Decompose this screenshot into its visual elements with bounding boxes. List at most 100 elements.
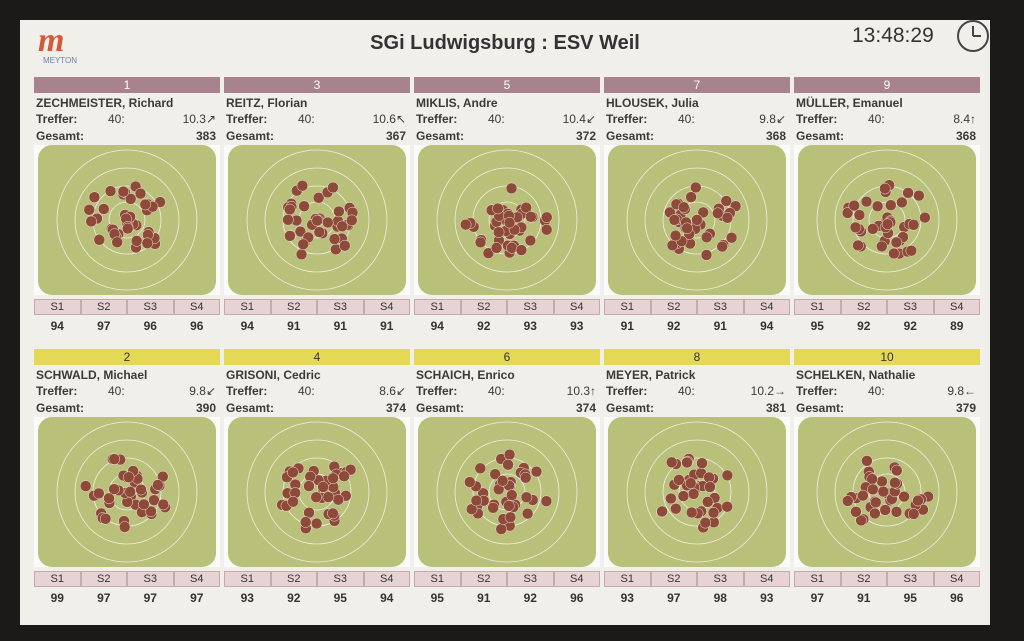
series-scores: 94 91 91 91 xyxy=(224,319,410,333)
series-tab-s1[interactable]: S1 xyxy=(794,571,841,587)
series-scores: 99 97 97 97 xyxy=(34,591,220,605)
series-score: 93 xyxy=(570,319,584,333)
series-tab-s3[interactable]: S3 xyxy=(507,299,554,315)
series-tab-s4[interactable]: S4 xyxy=(173,571,220,587)
series-tab-s2[interactable]: S2 xyxy=(460,299,507,315)
shot-mark xyxy=(118,521,131,533)
series-tab-s3[interactable]: S3 xyxy=(317,571,364,587)
last-shot: 10.6↖ xyxy=(373,112,406,126)
series-tab-s4[interactable]: S4 xyxy=(363,299,410,315)
series-tab-s2[interactable]: S2 xyxy=(840,299,887,315)
series-tab-s4[interactable]: S4 xyxy=(173,299,220,315)
series-tab-s4[interactable]: S4 xyxy=(743,571,790,587)
hits-row: Treffer: 40: 9.8↙ xyxy=(604,110,790,127)
series-tab-s3[interactable]: S3 xyxy=(507,571,554,587)
shot-mark xyxy=(492,226,505,238)
series-tab-s3[interactable]: S3 xyxy=(317,299,364,315)
series-tab-s2[interactable]: S2 xyxy=(840,571,887,587)
shot-mark xyxy=(907,219,920,231)
series-tab-s4[interactable]: S4 xyxy=(553,571,600,587)
target-svg xyxy=(798,417,976,567)
last-shot: 8.6↙ xyxy=(379,384,406,398)
hits-label: Treffer: xyxy=(796,112,838,126)
series-tab-s2[interactable]: S2 xyxy=(650,571,697,587)
shot-mark xyxy=(690,181,702,194)
series-tab-s3[interactable]: S3 xyxy=(887,571,934,587)
shooter-card[interactable]: 8 MEYER, Patrick Treffer: 40: 10.2→ Gesamt: 38… xyxy=(604,349,790,613)
series-tab-s3[interactable]: S3 xyxy=(697,571,744,587)
shooter-grid: 1 ZECHMEISTER, Richard Treffer: 40: 10.3↗ Ges… xyxy=(34,77,980,619)
shot-mark xyxy=(124,486,136,498)
last-shot: 10.3↑ xyxy=(567,384,596,398)
series-score: 91 xyxy=(477,591,491,605)
lane-number: 8 xyxy=(604,349,790,365)
series-tab-s2[interactable]: S2 xyxy=(270,571,317,587)
hits-count: 40: xyxy=(868,112,885,126)
target-ring xyxy=(662,457,732,527)
series-tab-s1[interactable]: S1 xyxy=(34,299,81,315)
series-tab-s3[interactable]: S3 xyxy=(127,299,174,315)
series-tab-s1[interactable]: S1 xyxy=(34,571,81,587)
series-tab-s4[interactable]: S4 xyxy=(553,299,600,315)
series-tab-s4[interactable]: S4 xyxy=(933,299,980,315)
shot-mark xyxy=(861,455,873,467)
shot-mark xyxy=(681,456,693,469)
shooter-card[interactable]: 9 MÜLLER, Emanuel Treffer: 40: 8.4↑ Gesamt: 36… xyxy=(794,77,980,341)
shooter-card[interactable]: 7 HLOUSEK, Julia Treffer: 40: 9.8↙ Gesamt: 368… xyxy=(604,77,790,341)
series-tab-s1[interactable]: S1 xyxy=(604,571,651,587)
shot-mark xyxy=(665,456,678,469)
hits-count: 40: xyxy=(678,384,695,398)
series-tab-s1[interactable]: S1 xyxy=(604,299,651,315)
series-score: 98 xyxy=(713,591,727,605)
shot-mark xyxy=(907,508,920,520)
shooter-name: MÜLLER, Emanuel xyxy=(796,96,903,110)
series-score: 94 xyxy=(430,319,444,333)
shot-mark xyxy=(852,239,864,252)
hits-label: Treffer: xyxy=(36,384,78,398)
target-ring xyxy=(264,439,370,545)
shot-mark xyxy=(134,187,147,200)
shot-mark xyxy=(296,179,309,192)
target-view xyxy=(34,417,220,567)
series-score: 94 xyxy=(380,591,394,605)
series-tab-s2[interactable]: S2 xyxy=(80,571,127,587)
series-score: 92 xyxy=(477,319,491,333)
series-tab-s1[interactable]: S1 xyxy=(224,571,271,587)
direction-arrow-icon: ↖ xyxy=(395,112,406,126)
series-tab-s2[interactable]: S2 xyxy=(80,299,127,315)
shooter-card[interactable]: 5 MIKLIS, Andre Treffer: 40: 10.4↙ Gesamt: 372… xyxy=(414,77,600,341)
shooter-card[interactable]: 10 SCHELKEN, Nathalie Treffer: 40: 9.8← Gesam… xyxy=(794,349,980,613)
shot-mark xyxy=(678,201,690,214)
series-tab-s4[interactable]: S4 xyxy=(933,571,980,587)
shot-mark xyxy=(879,182,891,195)
shot-mark xyxy=(489,468,501,480)
target-view xyxy=(34,145,220,295)
series-tab-s3[interactable]: S3 xyxy=(887,299,934,315)
shot-mark xyxy=(703,471,715,484)
series-score: 99 xyxy=(50,591,64,605)
shot-mark xyxy=(332,493,345,506)
series-tab-s1[interactable]: S1 xyxy=(414,299,461,315)
shot-mark xyxy=(520,491,533,504)
hits-row: Treffer: 40: 10.3↗ xyxy=(34,110,220,127)
series-tab-s4[interactable]: S4 xyxy=(743,299,790,315)
shooter-card[interactable]: 2 SCHWALD, Michael Treffer: 40: 9.8↙ Gesamt: 3… xyxy=(34,349,220,613)
series-tab-s1[interactable]: S1 xyxy=(224,299,271,315)
series-tab-s1[interactable]: S1 xyxy=(794,299,841,315)
shot-mark xyxy=(876,240,888,253)
series-tab-s2[interactable]: S2 xyxy=(460,571,507,587)
shooter-card[interactable]: 6 SCHAICH, Enrico Treffer: 40: 10.3↑ Gesamt: 3… xyxy=(414,349,600,613)
shot-mark xyxy=(339,239,351,252)
series-tab-s3[interactable]: S3 xyxy=(697,299,744,315)
series-tab-s1[interactable]: S1 xyxy=(414,571,461,587)
shot-mark xyxy=(470,494,483,507)
series-score: 96 xyxy=(570,591,584,605)
shooter-card[interactable]: 4 GRISONI, Cedric Treffer: 40: 8.6↙ Gesamt: 37… xyxy=(224,349,410,613)
shooter-card[interactable]: 1 ZECHMEISTER, Richard Treffer: 40: 10.3↗ Ges… xyxy=(34,77,220,341)
series-tab-s4[interactable]: S4 xyxy=(363,571,410,587)
series-score: 94 xyxy=(760,319,774,333)
series-tab-s3[interactable]: S3 xyxy=(127,571,174,587)
shooter-card[interactable]: 3 REITZ, Florian Treffer: 40: 10.6↖ Gesamt: 36… xyxy=(224,77,410,341)
series-tab-s2[interactable]: S2 xyxy=(270,299,317,315)
series-tab-s2[interactable]: S2 xyxy=(650,299,697,315)
